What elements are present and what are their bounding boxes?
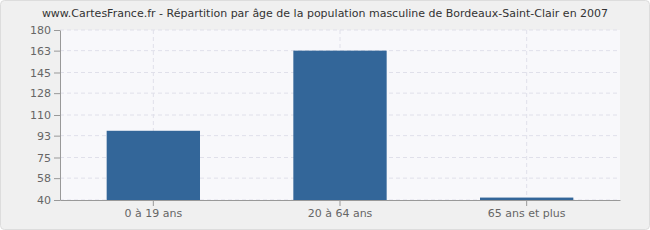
y-tick-mark — [54, 158, 60, 159]
x-tick-label: 0 à 19 ans — [124, 207, 182, 220]
x-tick: 65 ans et plus — [488, 200, 566, 220]
y-tick: 40 — [37, 194, 60, 207]
y-tick-label: 128 — [30, 87, 51, 100]
y-tick-label: 110 — [30, 109, 51, 122]
y-tick-label: 75 — [37, 152, 51, 165]
bar — [480, 198, 573, 200]
background — [1, 1, 650, 230]
y-tick-mark — [54, 73, 60, 74]
y-tick: 75 — [37, 152, 60, 165]
x-tick-mark — [153, 200, 154, 206]
x-axis: 0 à 19 ans 20 à 64 ans 65 ans et plus — [61, 200, 621, 220]
y-tick-mark — [54, 30, 60, 31]
chart: 40 58 75 93 110 128 145 163 180 0 à 19 ans 20 à 64… — [0, 0, 650, 230]
y-tick: 58 — [37, 172, 60, 185]
y-tick: 163 — [30, 45, 60, 58]
y-tick: 128 — [30, 87, 60, 100]
y-tick-mark — [54, 115, 60, 116]
x-tick-label: 65 ans et plus — [488, 207, 566, 220]
y-tick: 145 — [30, 67, 60, 80]
x-tick-mark — [340, 200, 341, 206]
y-tick-label: 145 — [30, 67, 51, 80]
y-tick-label: 163 — [30, 45, 51, 58]
y-axis: 40 58 75 93 110 128 145 163 180 — [30, 24, 61, 207]
title: www.CartesFrance.fr - Répartition par âg… — [42, 7, 608, 20]
y-tick-label: 93 — [37, 130, 51, 143]
plot: 40 58 75 93 110 128 145 163 180 0 à 19 ans 20 à 64… — [30, 24, 621, 220]
x-tick-mark — [526, 200, 527, 206]
grid-vertical — [153, 30, 526, 200]
x-tick: 20 à 64 ans — [308, 200, 373, 220]
y-axis-line — [60, 31, 61, 201]
x-tick: 0 à 19 ans — [124, 200, 182, 220]
y-tick-mark — [54, 51, 60, 52]
y-tick-label: 58 — [37, 172, 51, 185]
plot-background — [60, 30, 620, 200]
bar — [107, 131, 200, 200]
y-tick: 180 — [30, 24, 60, 37]
y-tick: 93 — [37, 130, 60, 143]
y-tick-mark — [54, 200, 60, 201]
bar — [293, 51, 386, 200]
y-tick-label: 180 — [30, 24, 51, 37]
y-tick-mark — [54, 136, 60, 137]
y-tick: 110 — [30, 109, 60, 122]
y-tick-mark — [54, 178, 60, 179]
x-tick-label: 20 à 64 ans — [308, 207, 373, 220]
bars — [107, 51, 574, 200]
grid-line-x — [526, 30, 527, 200]
y-tick-mark — [54, 93, 60, 94]
y-tick-label: 40 — [37, 194, 51, 207]
grid — [60, 30, 620, 200]
